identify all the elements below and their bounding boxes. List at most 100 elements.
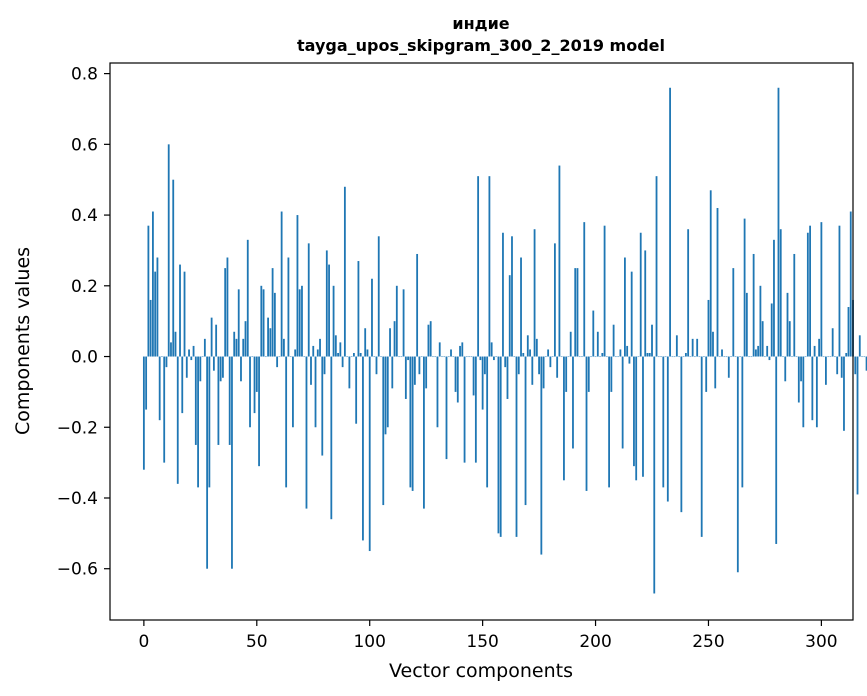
bar [646,352,649,357]
bar [242,338,245,357]
bar [465,356,468,358]
bar [788,321,791,357]
bar [644,250,647,357]
bar [371,278,373,357]
bar [705,356,708,392]
bar [158,356,161,421]
bar [323,356,326,375]
bar [493,356,495,361]
bar [757,345,760,357]
bar [529,349,531,357]
bar [470,356,473,358]
bar [411,356,414,491]
bar [389,328,391,357]
bar [348,356,351,389]
bar [673,356,676,358]
bar [513,356,516,358]
bar [678,356,681,358]
chart-title-line-1: индие [452,14,509,33]
bar [147,225,150,357]
y-tick-label: −0.6 [57,560,98,580]
bar [246,239,249,357]
bar [240,356,242,382]
bar [287,257,290,357]
bar [587,356,590,392]
bar [827,356,830,358]
bar [592,310,595,357]
bar [671,356,674,358]
bar [797,356,800,403]
bar [549,356,552,368]
bar [364,328,367,357]
bar [572,356,574,449]
bar [542,356,545,389]
bar [773,239,775,357]
bar [398,356,400,358]
bar [811,356,814,421]
bar [292,356,294,428]
bar [520,257,522,357]
bar [829,356,832,358]
bar [226,257,229,357]
bar [635,356,638,481]
bar [603,225,606,357]
bar [743,218,746,357]
bar [624,257,626,357]
bar [407,356,410,361]
bar [343,186,346,357]
bar [768,356,771,361]
bar [734,356,737,358]
bar [553,243,556,357]
bar [524,356,527,506]
bar [793,253,796,357]
bar [172,179,175,357]
y-tick-label: 0.0 [71,348,98,368]
bar [477,176,480,357]
bar [490,342,493,357]
bar [590,356,592,358]
bar [273,292,276,357]
bar [825,356,827,385]
bar [373,356,376,358]
bar [481,356,484,410]
bar [402,289,405,357]
bar [400,356,403,358]
bar [840,356,843,378]
bar [578,356,581,358]
bar [581,356,583,358]
bar [574,268,577,357]
bar [750,356,753,358]
bar [664,356,667,358]
bar [353,352,355,357]
bar [285,356,288,488]
bar [468,356,470,358]
bar [858,335,861,357]
bar [601,352,604,357]
bar [612,324,615,357]
bar [228,356,231,445]
bar [479,356,482,361]
bar [517,356,520,375]
bar [863,356,866,358]
bar [854,356,857,375]
bar [531,356,534,385]
bar [215,324,218,357]
x-tick-label: 250 [692,632,724,652]
bar [639,232,642,357]
bar [761,321,764,357]
bar [359,352,362,357]
bar [766,345,769,357]
bar [427,324,430,357]
bar [167,144,170,357]
bar [655,176,658,357]
bar [849,211,852,357]
x-tick-label: 150 [466,632,498,652]
bar [764,356,766,358]
bar [447,356,450,358]
bar-series [142,87,867,594]
bar [282,338,285,357]
bar [567,356,570,358]
bar [754,349,757,357]
bar [694,356,696,358]
